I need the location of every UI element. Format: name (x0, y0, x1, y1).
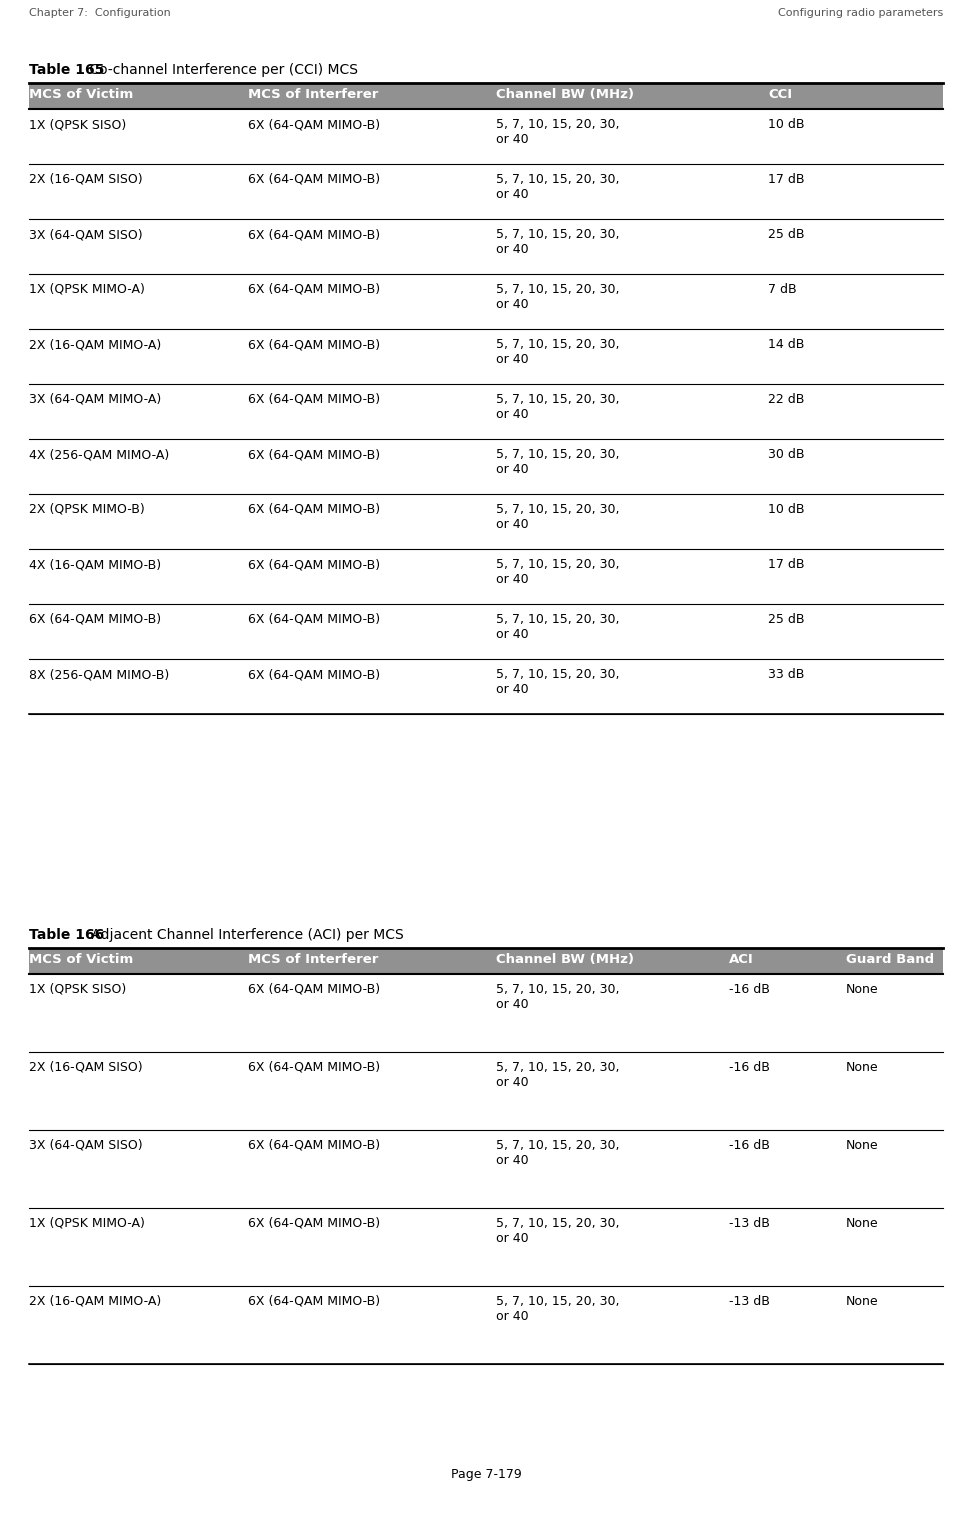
Text: MCS of Interferer: MCS of Interferer (248, 88, 378, 101)
Text: None: None (846, 983, 879, 996)
Text: 5, 7, 10, 15, 20, 30,
or 40: 5, 7, 10, 15, 20, 30, or 40 (496, 1217, 619, 1245)
Text: MCS of Victim: MCS of Victim (29, 952, 133, 966)
Text: 5, 7, 10, 15, 20, 30,
or 40: 5, 7, 10, 15, 20, 30, or 40 (496, 448, 619, 475)
Text: None: None (846, 1061, 879, 1073)
Text: Page 7-179: Page 7-179 (451, 1469, 521, 1481)
Text: 6X (64-QAM MIMO-B): 6X (64-QAM MIMO-B) (248, 1294, 380, 1308)
Text: 5, 7, 10, 15, 20, 30,
or 40: 5, 7, 10, 15, 20, 30, or 40 (496, 613, 619, 640)
Text: 6X (64-QAM MIMO-B): 6X (64-QAM MIMO-B) (248, 503, 380, 516)
Text: 5, 7, 10, 15, 20, 30,
or 40: 5, 7, 10, 15, 20, 30, or 40 (496, 118, 619, 145)
Text: ACI: ACI (729, 952, 753, 966)
Text: 6X (64-QAM MIMO-B): 6X (64-QAM MIMO-B) (29, 613, 161, 625)
Text: MCS of Interferer: MCS of Interferer (248, 952, 378, 966)
Text: 3X (64-QAM MIMO-A): 3X (64-QAM MIMO-A) (29, 394, 161, 406)
Text: 6X (64-QAM MIMO-B): 6X (64-QAM MIMO-B) (248, 668, 380, 681)
Text: 6X (64-QAM MIMO-B): 6X (64-QAM MIMO-B) (248, 559, 380, 571)
Text: 22 dB: 22 dB (768, 394, 804, 406)
Text: 3X (64-QAM SISO): 3X (64-QAM SISO) (29, 1139, 143, 1152)
Text: 33 dB: 33 dB (768, 668, 804, 681)
Text: Chapter 7:  Configuration: Chapter 7: Configuration (29, 8, 171, 18)
Text: 2X (16-QAM MIMO-A): 2X (16-QAM MIMO-A) (29, 1294, 161, 1308)
Text: 5, 7, 10, 15, 20, 30,
or 40: 5, 7, 10, 15, 20, 30, or 40 (496, 1294, 619, 1323)
Text: 2X (16-QAM SISO): 2X (16-QAM SISO) (29, 1061, 143, 1073)
Text: 6X (64-QAM MIMO-B): 6X (64-QAM MIMO-B) (248, 613, 380, 625)
Text: 6X (64-QAM MIMO-B): 6X (64-QAM MIMO-B) (248, 448, 380, 460)
Text: -16 dB: -16 dB (729, 1139, 770, 1152)
Text: 25 dB: 25 dB (768, 229, 805, 241)
Bar (29, 83, 943, 109)
Text: 1X (QPSK MIMO-A): 1X (QPSK MIMO-A) (29, 283, 145, 297)
Text: 3X (64-QAM SISO): 3X (64-QAM SISO) (29, 229, 143, 241)
Text: 6X (64-QAM MIMO-B): 6X (64-QAM MIMO-B) (248, 394, 380, 406)
Text: 10 dB: 10 dB (768, 503, 805, 516)
Text: CCI: CCI (768, 88, 792, 101)
Text: 4X (16-QAM MIMO-B): 4X (16-QAM MIMO-B) (29, 559, 161, 571)
Text: 1X (QPSK SISO): 1X (QPSK SISO) (29, 983, 126, 996)
Text: Guard Band: Guard Band (846, 952, 934, 966)
Text: 7 dB: 7 dB (768, 283, 796, 297)
Text: -16 dB: -16 dB (729, 983, 770, 996)
Text: 25 dB: 25 dB (768, 613, 805, 625)
Text: 6X (64-QAM MIMO-B): 6X (64-QAM MIMO-B) (248, 118, 380, 132)
Text: 6X (64-QAM MIMO-B): 6X (64-QAM MIMO-B) (248, 1061, 380, 1073)
Text: 17 dB: 17 dB (768, 173, 805, 186)
Text: Channel BW (MHz): Channel BW (MHz) (496, 952, 634, 966)
Text: None: None (846, 1217, 879, 1229)
Text: -13 dB: -13 dB (729, 1294, 770, 1308)
Text: 2X (16-QAM MIMO-A): 2X (16-QAM MIMO-A) (29, 338, 161, 351)
Text: 17 dB: 17 dB (768, 559, 805, 571)
Text: 5, 7, 10, 15, 20, 30,
or 40: 5, 7, 10, 15, 20, 30, or 40 (496, 1139, 619, 1167)
Text: 5, 7, 10, 15, 20, 30,
or 40: 5, 7, 10, 15, 20, 30, or 40 (496, 394, 619, 421)
Text: Table 166: Table 166 (29, 928, 104, 942)
Text: 10 dB: 10 dB (768, 118, 805, 132)
Text: 6X (64-QAM MIMO-B): 6X (64-QAM MIMO-B) (248, 1217, 380, 1229)
Text: None: None (846, 1139, 879, 1152)
Text: 5, 7, 10, 15, 20, 30,
or 40: 5, 7, 10, 15, 20, 30, or 40 (496, 559, 619, 586)
Text: None: None (846, 1294, 879, 1308)
Text: 5, 7, 10, 15, 20, 30,
or 40: 5, 7, 10, 15, 20, 30, or 40 (496, 1061, 619, 1089)
Text: Co-channel Interference per (CCI) MCS: Co-channel Interference per (CCI) MCS (85, 64, 358, 77)
Text: Channel BW (MHz): Channel BW (MHz) (496, 88, 634, 101)
Text: 6X (64-QAM MIMO-B): 6X (64-QAM MIMO-B) (248, 283, 380, 297)
Text: Table 165: Table 165 (29, 64, 105, 77)
Text: 6X (64-QAM MIMO-B): 6X (64-QAM MIMO-B) (248, 173, 380, 186)
Text: 6X (64-QAM MIMO-B): 6X (64-QAM MIMO-B) (248, 1139, 380, 1152)
Text: 2X (QPSK MIMO-B): 2X (QPSK MIMO-B) (29, 503, 145, 516)
Text: 1X (QPSK SISO): 1X (QPSK SISO) (29, 118, 126, 132)
Text: 4X (256-QAM MIMO-A): 4X (256-QAM MIMO-A) (29, 448, 169, 460)
Text: 5, 7, 10, 15, 20, 30,
or 40: 5, 7, 10, 15, 20, 30, or 40 (496, 283, 619, 310)
Text: Configuring radio parameters: Configuring radio parameters (778, 8, 943, 18)
Bar (29, 948, 943, 974)
Text: 5, 7, 10, 15, 20, 30,
or 40: 5, 7, 10, 15, 20, 30, or 40 (496, 338, 619, 366)
Text: 5, 7, 10, 15, 20, 30,
or 40: 5, 7, 10, 15, 20, 30, or 40 (496, 668, 619, 696)
Text: MCS of Victim: MCS of Victim (29, 88, 133, 101)
Text: 2X (16-QAM SISO): 2X (16-QAM SISO) (29, 173, 143, 186)
Text: 5, 7, 10, 15, 20, 30,
or 40: 5, 7, 10, 15, 20, 30, or 40 (496, 173, 619, 201)
Text: -13 dB: -13 dB (729, 1217, 770, 1229)
Text: 14 dB: 14 dB (768, 338, 804, 351)
Text: 1X (QPSK MIMO-A): 1X (QPSK MIMO-A) (29, 1217, 145, 1229)
Text: 8X (256-QAM MIMO-B): 8X (256-QAM MIMO-B) (29, 668, 169, 681)
Text: 6X (64-QAM MIMO-B): 6X (64-QAM MIMO-B) (248, 983, 380, 996)
Text: 5, 7, 10, 15, 20, 30,
or 40: 5, 7, 10, 15, 20, 30, or 40 (496, 229, 619, 256)
Text: 6X (64-QAM MIMO-B): 6X (64-QAM MIMO-B) (248, 229, 380, 241)
Text: 5, 7, 10, 15, 20, 30,
or 40: 5, 7, 10, 15, 20, 30, or 40 (496, 983, 619, 1011)
Text: 6X (64-QAM MIMO-B): 6X (64-QAM MIMO-B) (248, 338, 380, 351)
Text: 5, 7, 10, 15, 20, 30,
or 40: 5, 7, 10, 15, 20, 30, or 40 (496, 503, 619, 531)
Text: -16 dB: -16 dB (729, 1061, 770, 1073)
Text: 30 dB: 30 dB (768, 448, 805, 460)
Text: Adjacent Channel Interference (ACI) per MCS: Adjacent Channel Interference (ACI) per … (87, 928, 404, 942)
